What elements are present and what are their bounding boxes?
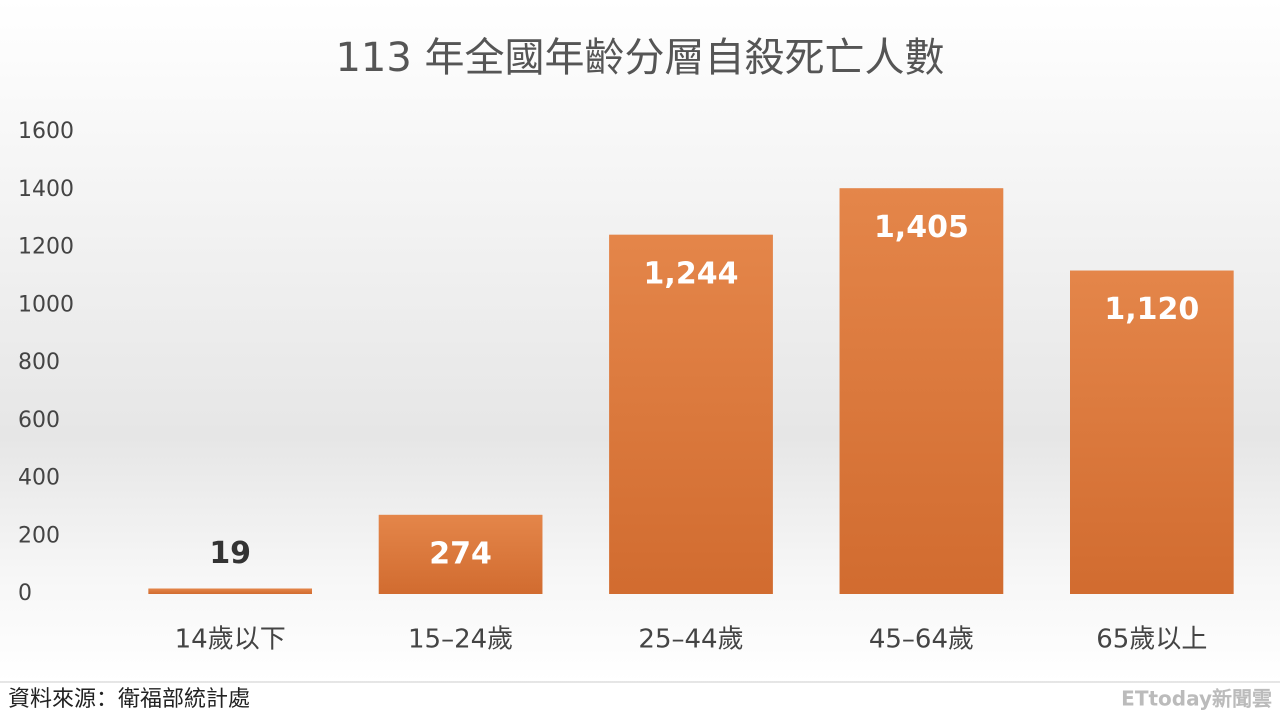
y-tick-label: 1000 (18, 292, 74, 317)
source: 資料來源：衛福部統計處 (8, 687, 250, 712)
y-tick-label: 400 (18, 466, 60, 491)
y-tick-label: 600 (18, 408, 60, 433)
y-tick-label: 0 (18, 581, 32, 606)
bar-shade (378, 514, 543, 594)
data-label: 1,405 (874, 210, 969, 245)
bar-shade (609, 234, 773, 595)
watermark: ETtoday新聞雲 (1121, 687, 1272, 711)
y-tick-label: 800 (18, 350, 60, 375)
data-label: 274 (429, 536, 492, 571)
x-tick-label: 65歲以上 (1096, 625, 1207, 655)
y-tick-label: 1400 (18, 177, 74, 202)
x-tick-label: 45–64歲 (869, 625, 974, 655)
bar-shade (148, 588, 312, 594)
y-tick-label: 200 (18, 523, 60, 548)
bar-shade (839, 188, 1004, 594)
data-label: 1,244 (644, 256, 739, 291)
bar-shade (1070, 270, 1234, 594)
y-tick-label: 1600 (18, 119, 74, 144)
chart-title: 113 年全國年齡分層自殺死亡人數 (335, 35, 944, 81)
data-label: 1,120 (1104, 292, 1199, 327)
footer-bg (0, 682, 1280, 721)
x-tick-label: 25–44歲 (638, 625, 743, 655)
x-tick-label: 15–24歲 (408, 625, 513, 655)
data-label: 19 (209, 536, 251, 571)
y-tick-label: 1200 (18, 235, 74, 260)
x-tick-label: 14歲以下 (175, 625, 286, 655)
